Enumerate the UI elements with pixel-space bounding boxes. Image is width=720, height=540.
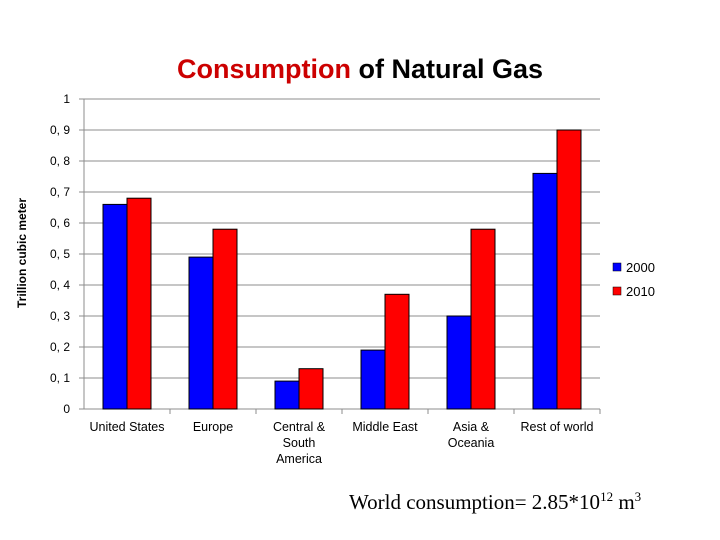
y-tick-label: 1 xyxy=(63,92,70,106)
note-unit-exponent: 3 xyxy=(634,489,642,504)
y-tick-label: 0, 3 xyxy=(50,309,70,323)
x-tick-label-line: Middle East xyxy=(352,420,418,434)
bar-2000 xyxy=(102,203,128,410)
x-tick-label: United States xyxy=(89,420,164,434)
bar-2010 xyxy=(556,129,582,410)
legend-label-2010: 2010 xyxy=(626,284,655,299)
note-exponent: 12 xyxy=(600,489,614,504)
y-tick-label: 0 xyxy=(63,402,70,416)
bar-2010 xyxy=(212,228,238,410)
bar-2010 xyxy=(384,293,410,410)
x-tick-label-line: America xyxy=(276,452,322,466)
x-tick-label: Middle East xyxy=(352,420,418,434)
x-tick-label-line: Central & xyxy=(273,420,326,434)
legend-swatch-2010 xyxy=(612,286,622,296)
x-tick-label-line: Rest of world xyxy=(521,420,594,434)
x-tick-label-line: South xyxy=(283,436,316,450)
title-highlight: Consumption xyxy=(176,54,351,84)
bar-2010 xyxy=(470,228,496,410)
y-tick-label: 0, 5 xyxy=(50,247,70,261)
bar-2000 xyxy=(446,315,472,410)
x-tick-label-line: Europe xyxy=(193,420,233,434)
y-tick-label: 0, 8 xyxy=(50,154,70,168)
x-tick-label: Rest of world xyxy=(521,420,594,434)
legend-label-2000: 2000 xyxy=(626,260,655,275)
bar-2010 xyxy=(298,368,324,410)
y-tick-label: 0, 6 xyxy=(50,216,70,230)
note-unit: m xyxy=(613,490,635,514)
world-consumption-note: World consumption= 2.85*1012 m3 xyxy=(349,490,641,515)
x-tick-label-line: Asia & xyxy=(453,420,490,434)
legend-swatch-2000 xyxy=(612,262,622,272)
bar-2000 xyxy=(274,380,300,410)
x-tick-label: Europe xyxy=(193,420,233,434)
bar-2000 xyxy=(188,256,214,410)
y-tick-label: 0, 2 xyxy=(50,340,70,354)
x-tick-label: Central & South America xyxy=(273,420,326,466)
y-tick-label: 0, 1 xyxy=(50,371,70,385)
bar-2000 xyxy=(532,172,558,410)
bar-2010 xyxy=(126,197,152,410)
x-tick-label-line: Oceania xyxy=(448,436,495,450)
y-tick-label: 0, 7 xyxy=(50,185,70,199)
chart-title: Consumption of Natural Gas xyxy=(0,54,720,85)
title-rest: of Natural Gas xyxy=(358,54,544,84)
y-tick-label: 0, 9 xyxy=(50,123,70,137)
x-tick-label-line: United States xyxy=(89,420,164,434)
note-prefix: World consumption= 2.85*10 xyxy=(349,490,601,514)
y-tick-label: 0, 4 xyxy=(50,278,70,292)
x-tick-label: Asia & Oceania xyxy=(448,420,495,450)
bar-2000 xyxy=(360,349,386,410)
